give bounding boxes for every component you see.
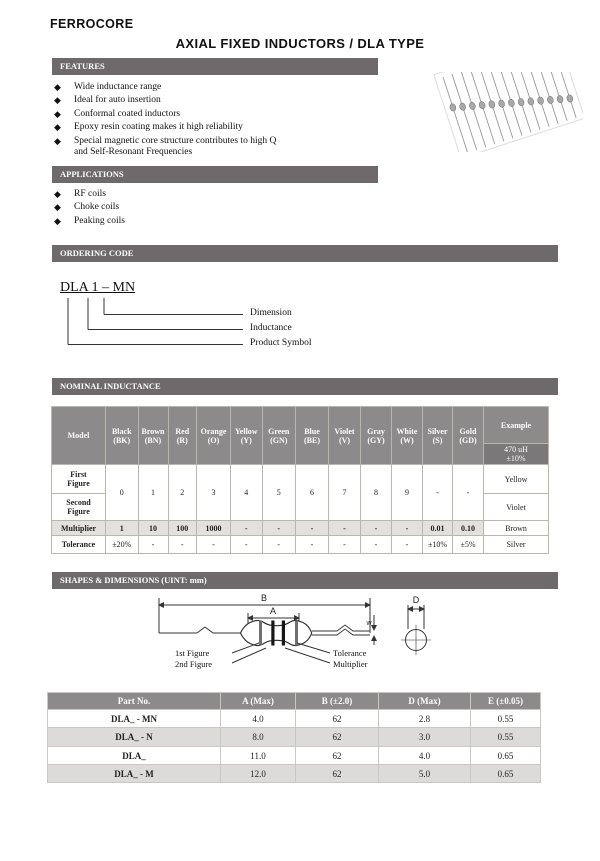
svg-text:A: A xyxy=(270,606,276,616)
svg-text:B: B xyxy=(261,593,267,603)
svg-text:D: D xyxy=(413,595,420,605)
svg-text:w: w xyxy=(365,620,372,627)
